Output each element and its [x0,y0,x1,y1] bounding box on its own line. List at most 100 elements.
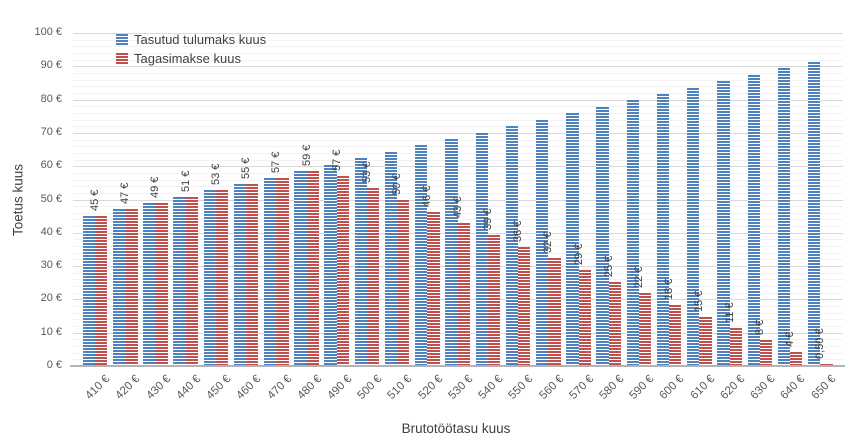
bar-tagasimakse [759,340,773,366]
bar-tasutud-tulumaks [294,171,307,366]
bar-tasutud-tulumaks [415,145,428,366]
bar-tagasimakse [608,281,622,366]
y-tick-label: 100 € [34,26,62,38]
gridline-major [73,66,843,68]
x-tick-label: 590 € [627,373,657,402]
x-tick-label: 450 € [204,373,234,402]
y-tick-label: 0 € [46,359,62,371]
x-axis-title: Brutotöötasu kuus [401,421,511,436]
x-tick-label: 570 € [567,373,597,402]
gridline-minor [73,152,843,154]
bar-tasutud-tulumaks [777,68,791,366]
x-tick-label: 430 € [144,373,173,402]
bar-tagasimakse [427,211,440,366]
bar-tagasimakse [155,203,168,366]
x-tick-label: 630 € [748,373,778,402]
gridline-minor [73,86,843,88]
gridline-minor [73,59,843,61]
bar-tasutud-tulumaks [536,119,549,366]
bar-data-label: 0,50 € [814,328,827,360]
y-tick-label: 50 € [40,192,62,205]
bar-tagasimakse [336,176,350,366]
bar-data-label: 18 € [663,278,676,301]
bar-data-label: 49 € [149,176,162,199]
x-tick-label: 510 € [385,373,415,402]
x-tick-label: 650 € [808,373,838,402]
gridline-minor [73,219,843,221]
bar-tasutud-tulumaks [807,61,821,366]
bar-tasutud-tulumaks [143,203,156,366]
y-tick-label: 20 € [40,292,62,305]
bar-data-label: 4 € [784,331,797,347]
bar-tagasimakse [487,235,501,366]
bar-tasutud-tulumaks [324,164,337,366]
x-tick-label: 550 € [506,373,536,402]
y-tick-label: 70 € [40,125,62,138]
legend-item-tagasimakse: Tagasimakse kuus [116,49,266,68]
bar-tasutud-tulumaks [354,158,367,366]
bar-tagasimakse [95,216,108,366]
bar-tasutud-tulumaks [505,126,519,366]
gridline-minor [73,146,843,148]
legend-label: Tasutud tulumaks kuus [134,32,267,47]
y-tick-label: 60 € [40,159,62,172]
bar-tagasimakse [246,183,259,366]
gridline-minor [73,172,843,174]
gridline-minor [73,192,843,194]
x-tick-label: 640 € [778,373,808,402]
bar-tasutud-tulumaks [203,190,216,366]
gridline-major [73,132,843,134]
gridline-minor [73,212,843,214]
bar-tasutud-tulumaks [656,93,670,366]
bar-tasutud-tulumaks [264,177,277,366]
gridline-major [73,33,843,34]
bar-tasutud-tulumaks [384,151,398,366]
bar-tasutud-tulumaks [173,196,186,366]
bar-tagasimakse [729,328,742,366]
bar-data-label: 53 € [360,161,373,184]
y-tick-label: 10 € [40,325,62,338]
x-tick-label: 530 € [446,373,476,402]
x-axis-line [70,365,845,367]
bar-tagasimakse [306,171,319,366]
bar-tasutud-tulumaks [626,100,639,366]
bar-data-label: 45 € [89,189,101,212]
x-tick-label: 500 € [355,373,385,402]
gridline-minor [73,119,843,121]
gridline-major [73,199,843,201]
gridline-minor [73,179,843,181]
bar-data-label: 29 € [572,243,585,266]
bar-tasutud-tulumaks [445,138,458,366]
x-tick-label: 560 € [536,373,566,402]
bar-data-label: 22 € [632,266,645,289]
bar-tagasimakse [699,316,712,366]
x-tick-label: 580 € [597,373,627,402]
bar-tagasimakse [669,305,682,366]
x-tick-label: 460 € [234,373,264,402]
bar-tasutud-tulumaks [687,87,700,366]
gridline-minor [73,186,843,188]
bar-tasutud-tulumaks [596,106,609,366]
bar-data-label: 55 € [240,157,253,179]
bar-tagasimakse [790,351,803,366]
bar-tagasimakse [276,177,289,366]
y-tick-label: 90 € [40,59,62,72]
bar-tagasimakse [125,209,138,366]
bar-tagasimakse [518,246,531,366]
bar-tagasimakse [638,293,652,366]
bar-data-label: 36 € [512,220,525,242]
gridline-minor [73,79,843,81]
gridline-minor [73,46,843,48]
legend-marker-red-icon [116,52,128,65]
gridline-minor [73,52,843,54]
x-tick-label: 540 € [476,373,506,402]
x-tick-label: 470 € [264,373,294,402]
y-tick-label: 30 € [40,259,62,272]
bar-tasutud-tulumaks [566,113,579,366]
x-tick-label: 600 € [657,373,687,402]
bar-tasutud-tulumaks [82,216,95,366]
bar-tasutud-tulumaks [475,132,488,366]
bar-tagasimakse [215,190,229,366]
gridline-minor [73,106,843,108]
legend: Tasutud tulumaks kuus Tagasimakse kuus [116,30,266,68]
